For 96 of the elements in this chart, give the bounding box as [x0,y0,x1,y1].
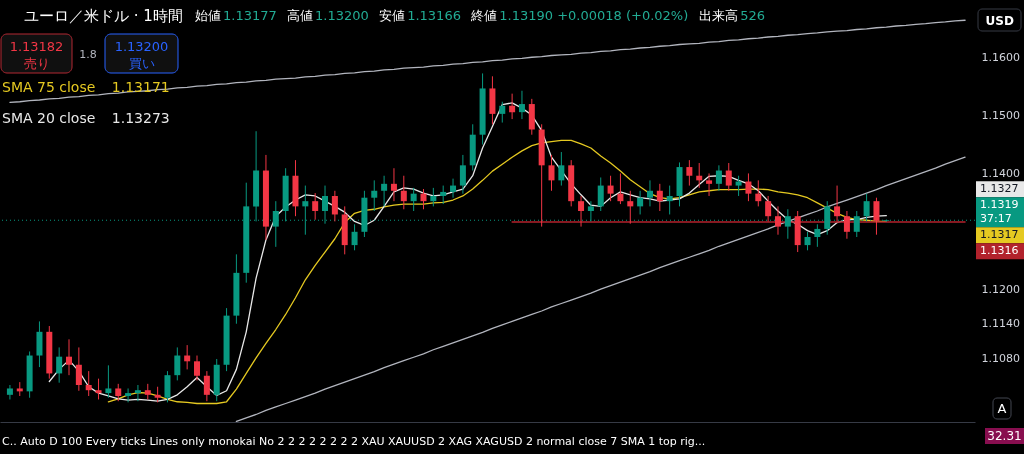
candlestick [85,370,92,397]
candlestick [617,172,624,205]
candlestick [420,188,427,210]
annotation: 高値 [287,8,314,23]
candlestick [765,195,772,222]
candlestick [597,176,604,212]
candlestick [873,197,880,236]
candlestick [430,187,437,207]
annotation: 1.13166 [407,8,461,23]
y-tick-label: 1.1140 [981,317,1020,331]
candlestick [755,179,762,207]
candlestick [627,190,634,225]
candlestick [558,151,565,187]
line-series [235,156,966,422]
annotation: 1.13171 [111,79,170,95]
candlestick [745,172,752,202]
candlestick [646,179,653,207]
candlestick [548,154,555,192]
annotation: 出来高 [699,8,739,23]
text: SMA 20 close [2,110,96,126]
text: ユーロ／米ドル · 1時間 [24,7,183,25]
candlestick [134,384,141,402]
annotation: 526 [740,8,765,23]
y-tick-label: 1.1600 [981,51,1020,65]
text: 1.1319 [980,198,1019,212]
candlestick [203,370,210,402]
candlestick [666,185,673,215]
candlestick [715,164,722,192]
candlestick [174,346,181,381]
y-axis-title: USD [985,13,1014,28]
annotation: 売り [23,56,50,71]
candlestick [450,178,457,199]
candlestick [105,364,112,399]
y-tick-label: 1.1200 [981,282,1020,296]
candlestick [459,154,466,195]
annotation: 1.8 [79,48,97,61]
text: 37:17 [980,212,1012,226]
annotation: 始値 [195,8,221,23]
text: 32.31 [987,429,1022,443]
text: A [997,400,1007,416]
candlestick [400,175,407,210]
candlestick [371,179,378,212]
candlestick [637,190,644,215]
candlestick [735,175,742,197]
candlestick [351,223,358,251]
candlestick [6,384,13,400]
candlestick [784,208,791,240]
candlestick [686,159,693,187]
candlestick [331,190,338,222]
candlestick [381,175,388,207]
candlestick [164,370,171,403]
annotation: 1.13177 [223,8,277,23]
candlestick [834,185,841,222]
text: C.. Auto D 100 Every ticks Lines only monokai No 2 2 2 2 2 2 2 2 XAU XAUUSD 2 XAG XAGUSD 2 normal close 7 SMA 1 top rig... [2,435,706,448]
annotation: 1.13273 [111,110,170,126]
candlestick [607,175,614,202]
candlestick [814,223,821,248]
annotation: 1.13200 [315,8,369,23]
y-tick-label: 1.1500 [981,109,1020,123]
candlestick [440,185,447,205]
annotation: 買い [128,56,155,71]
candlestick [587,200,594,222]
candlestick [95,378,102,400]
candlestick [56,346,63,384]
text: 1.1317 [980,228,1019,242]
annotation: 終値 [470,8,498,23]
candlestick [194,355,201,381]
candlestick [509,93,516,120]
annotation: 1.13200 [114,39,169,54]
y-tick-label: 1.1400 [981,166,1020,180]
y-tick-label: 1.1080 [981,351,1020,365]
candlestick [518,90,525,120]
candlestick [853,210,860,238]
candlestick [843,210,850,240]
candlestick [75,346,82,392]
text: SMA 75 close [2,79,96,95]
candlestick [410,187,417,212]
annotation: 安値 [379,8,406,23]
candlestick [804,231,811,251]
candlestick [125,387,132,403]
candlestick [36,320,43,368]
candlestick [863,193,870,222]
annotation: 1.13182 [9,39,64,54]
candlestick [390,167,397,202]
candlestick [66,338,73,376]
candlestick [578,195,585,228]
text: 1.1327 [980,182,1019,196]
annotation: 1.13190 +0.00018 (+0.02%) [499,8,689,23]
candlestick [499,101,506,124]
candlestick [312,192,319,221]
candlestick [774,205,781,236]
candlestick [272,200,279,248]
candlestick [725,162,732,192]
candlestick [706,172,713,197]
text: 1.1316 [980,244,1019,258]
candlestick [656,183,663,212]
